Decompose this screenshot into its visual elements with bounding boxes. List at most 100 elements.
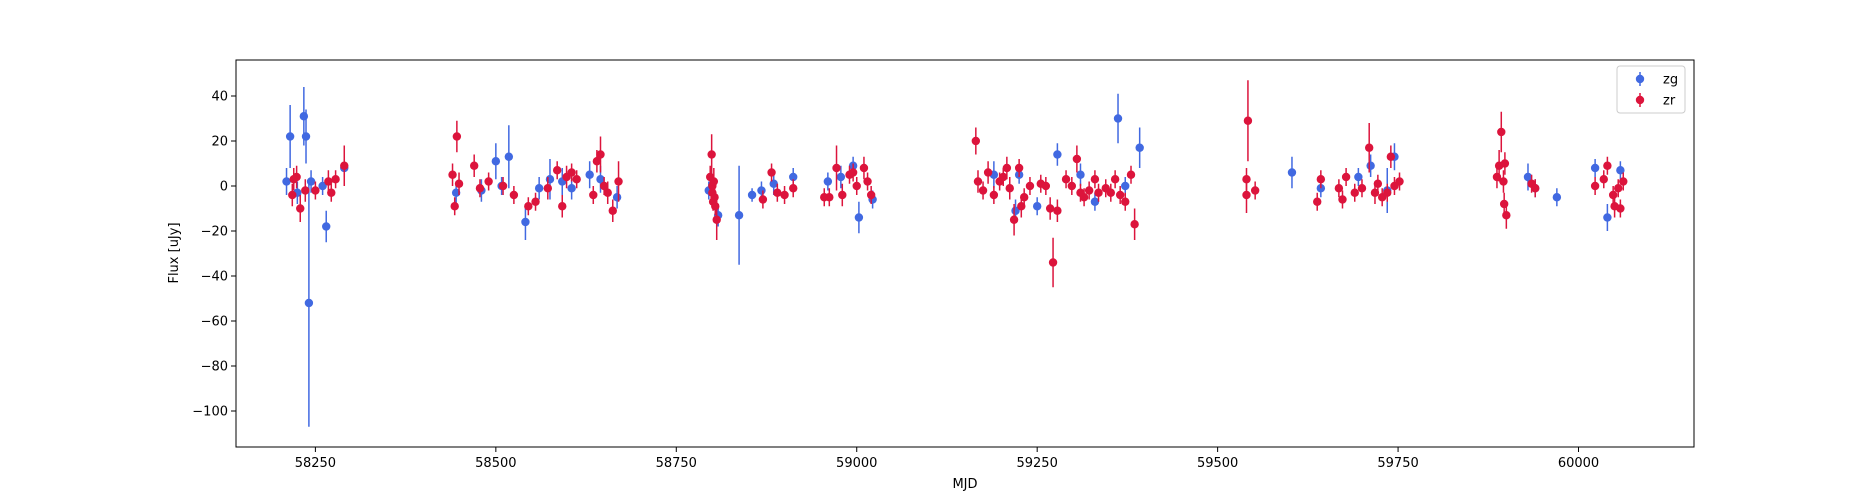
- y-tick-label: −100: [192, 405, 228, 420]
- data-point-zg: [596, 175, 605, 184]
- data-point-zr: [1599, 175, 1608, 184]
- data-point-zr: [498, 181, 508, 191]
- legend-entry-zr: zr: [1635, 93, 1676, 109]
- data-point-zr: [1357, 184, 1367, 193]
- data-point-zr: [789, 184, 798, 193]
- x-tick-label: 59750: [1377, 456, 1418, 471]
- data-point-zr: [989, 190, 999, 200]
- data-point-zr: [1341, 172, 1351, 182]
- data-point-zr: [1130, 220, 1139, 229]
- legend-entry-zg: zg: [1635, 72, 1678, 88]
- data-point-zg: [545, 175, 555, 184]
- y-tick-label: −80: [201, 360, 228, 375]
- data-point-zg: [1032, 202, 1042, 211]
- data-point-zr: [450, 202, 459, 211]
- data-point-zr: [324, 177, 333, 186]
- data-point-zg: [734, 211, 744, 220]
- data-point-zr: [999, 172, 1008, 182]
- data-point-zr: [475, 184, 485, 193]
- x-tick-label: 59500: [1197, 456, 1238, 471]
- data-point-zr: [1106, 188, 1116, 197]
- legend-box: [1616, 65, 1686, 114]
- data-point-zr: [1094, 188, 1103, 197]
- data-point-zr: [608, 206, 617, 215]
- data-point-zr: [859, 163, 869, 173]
- data-point-zr: [758, 195, 768, 204]
- legend: zg zr: [1616, 65, 1686, 114]
- data-point-zr: [971, 136, 981, 146]
- data-point-zr: [1395, 177, 1404, 186]
- data-point-zg: [318, 181, 327, 191]
- legend-label: zg: [1663, 73, 1678, 88]
- data-point-zr: [983, 168, 993, 177]
- data-point-zg: [585, 170, 594, 179]
- y-axis-label: Flux [uJy]: [167, 222, 182, 283]
- data-point-zg: [1523, 172, 1533, 182]
- data-point-zr: [863, 177, 872, 186]
- data-point-zr: [603, 188, 612, 197]
- data-point-zg: [567, 184, 576, 193]
- y-tick-label: −40: [201, 270, 228, 285]
- data-point-zr: [301, 186, 310, 195]
- data-point-zr: [1014, 163, 1024, 173]
- data-point-zr: [1115, 190, 1125, 200]
- data-point-zg: [612, 193, 622, 202]
- data-point-zr: [1364, 143, 1374, 152]
- data-point-zg: [1113, 114, 1123, 123]
- data-point-zg: [854, 213, 864, 222]
- data-point-zr: [1614, 184, 1623, 193]
- data-point-zr: [296, 204, 305, 213]
- data-point-zg: [304, 298, 314, 308]
- data-point-zr: [848, 168, 858, 177]
- data-point-zg: [1603, 213, 1612, 222]
- data-point-zr: [1316, 175, 1326, 184]
- data-point-zr: [1500, 159, 1510, 168]
- data-point-zr: [709, 177, 719, 186]
- data-point-zr: [1110, 175, 1120, 184]
- data-point-zr: [1373, 179, 1383, 188]
- x-tick-label: 58250: [295, 456, 336, 471]
- data-point-zr: [711, 202, 720, 211]
- data-point-zr: [543, 184, 553, 193]
- data-point-zr: [592, 157, 602, 166]
- data-point-zr: [599, 181, 609, 191]
- data-point-zr: [707, 150, 716, 159]
- data-point-zr: [1603, 161, 1612, 170]
- data-point-zr: [524, 202, 533, 211]
- data-point-zr: [589, 190, 598, 200]
- data-point-zr: [614, 177, 623, 186]
- data-point-zg: [1616, 166, 1625, 175]
- data-point-zr: [1370, 188, 1380, 197]
- data-point-zr: [509, 190, 519, 200]
- data-point-zr: [327, 188, 336, 197]
- data-point-zr: [567, 168, 576, 177]
- data-point-zr: [1383, 188, 1392, 197]
- y-tick-label: 0: [220, 180, 228, 195]
- data-point-zr: [825, 193, 834, 202]
- data-point-zg: [1090, 197, 1100, 206]
- data-point-zr: [1061, 175, 1071, 184]
- data-point-zr: [531, 197, 540, 206]
- data-point-zg: [747, 190, 757, 200]
- data-point-zg: [1135, 143, 1144, 152]
- data-point-zr: [1072, 154, 1082, 164]
- data-point-zg: [521, 217, 530, 227]
- data-point-zr: [596, 150, 605, 159]
- y-tick-label: 20: [211, 135, 228, 150]
- data-point-zg: [1590, 163, 1600, 173]
- data-point-zr: [1090, 175, 1100, 184]
- data-point-zg: [1053, 150, 1062, 159]
- data-point-zr: [1053, 206, 1062, 215]
- data-point-zg: [823, 177, 833, 186]
- legend-marker: [1635, 95, 1645, 105]
- data-point-zr: [1009, 215, 1019, 224]
- data-point-zr: [288, 190, 297, 200]
- data-point-zr: [838, 190, 847, 200]
- plot-frame: [235, 59, 1695, 448]
- series-zr: [288, 80, 1628, 288]
- y-tick-label: 40: [211, 90, 228, 105]
- x-tick-label: 59000: [836, 456, 877, 471]
- data-point-zr: [469, 161, 479, 170]
- data-point-zr: [1608, 190, 1618, 200]
- data-point-zr: [1025, 181, 1035, 191]
